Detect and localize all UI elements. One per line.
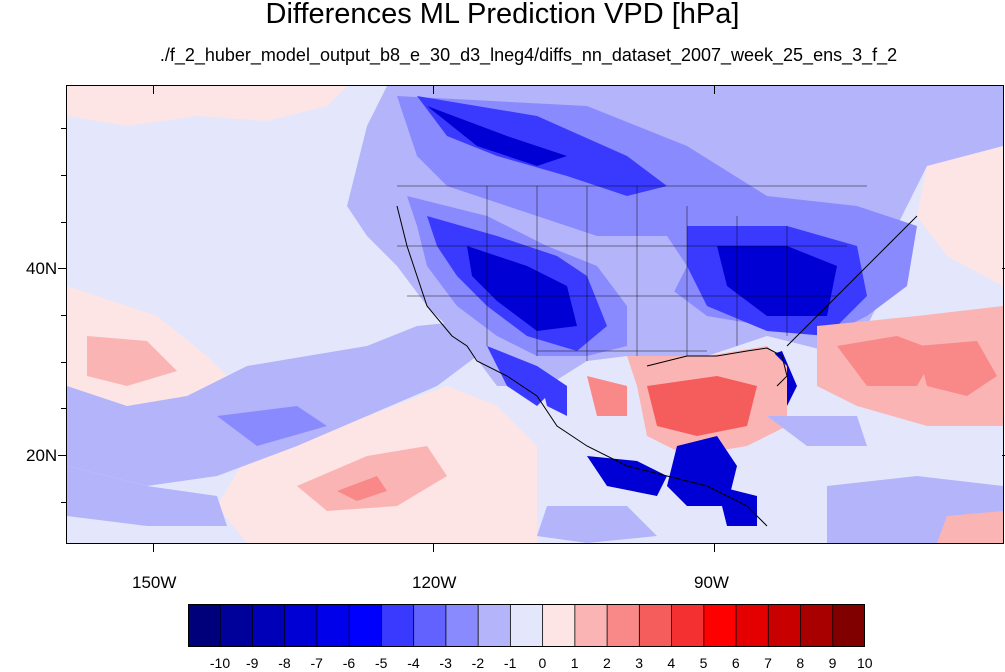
baja-blue (487, 346, 557, 406)
lat-label-40n: 40N (26, 259, 58, 278)
colorbar-swatch (767, 604, 802, 647)
colorbar-label: -3 (439, 655, 452, 671)
lon-tick-top (433, 85, 434, 94)
colorbar-label: -2 (471, 655, 485, 671)
lat-minor-tick (61, 362, 67, 363)
southwest-dark-blue (467, 246, 577, 331)
atlantic-red-1 (837, 336, 937, 386)
colorbar-label: -1 (503, 655, 517, 671)
colorbar-swatch (735, 604, 770, 647)
pacific-blue-band (67, 321, 477, 486)
colorbar-label: 4 (667, 655, 676, 671)
lat-minor-tick (61, 175, 67, 176)
colorbar-swatch (606, 604, 641, 647)
lon-tick-120w (433, 543, 434, 552)
caribbean-blue (767, 416, 867, 446)
colorbar-label: -6 (342, 655, 356, 671)
colorbar-label: 10 (856, 655, 873, 671)
lat-tick-40n-right (1002, 268, 1005, 269)
lon-label-120w: 120W (412, 573, 457, 592)
colorbar-labels: -10 -9 -8 -7 -6 -5 -4 -3 -2 -1 0 1 2 3 4 5 6 7 8 9 10 (0, 654, 1005, 672)
colorbar-swatch (509, 604, 544, 647)
canada-dark-streak (427, 106, 567, 166)
colorbar-swatch (316, 604, 351, 647)
lat-tick-20n-left (58, 455, 67, 456)
lat-label-20n: 20N (26, 446, 58, 465)
lon-tick-top (714, 85, 715, 94)
colorbar-label: 8 (796, 655, 805, 671)
political-borders (397, 185, 867, 361)
west-coastline (396, 205, 768, 527)
lat-tick-40n-left (58, 268, 67, 269)
colorbar-swatch (574, 604, 608, 647)
colorbar-swatch (832, 604, 865, 647)
lat-minor-tick (61, 128, 67, 129)
colorbar-label: -10 (209, 655, 231, 671)
mexico-dark-blue-1 (587, 456, 667, 496)
colorbar-swatch (671, 604, 705, 647)
colorbar-label: 2 (602, 655, 611, 671)
lon-tick-90w (714, 543, 715, 552)
colorbar-swatch (413, 604, 447, 647)
coastlines (396, 205, 918, 527)
colorbar-label: 0 (538, 655, 547, 671)
east-pacific-blue (537, 506, 657, 543)
colorbar-swatch (477, 604, 512, 647)
east-dark-blue (717, 246, 837, 316)
mexico-red (587, 376, 627, 416)
lat-minor-tick (61, 408, 67, 409)
lon-tick-top (153, 85, 154, 94)
lat-tick-20n-right (1002, 455, 1005, 456)
vpd-difference-map (67, 86, 1003, 543)
colorbar-swatch (800, 604, 834, 647)
pacific-blue-south (67, 466, 227, 526)
map-panel (67, 86, 1003, 543)
colorbar-swatch (703, 604, 737, 647)
colorbar-label: -4 (407, 655, 420, 671)
lon-label-90w: 90W (694, 573, 729, 592)
pacific-blue-inner (217, 406, 327, 446)
canada-blue-streak (417, 96, 667, 196)
colorbar-swatch (638, 604, 673, 647)
gulf-coastline (646, 347, 788, 387)
pacific-north-pink (67, 86, 347, 126)
lon-label-150w: 150W (132, 573, 177, 592)
colorbar-label: -9 (246, 655, 259, 671)
colorbar-swatch (219, 604, 254, 647)
lon-tick-150w (153, 543, 154, 552)
colorbar-label: -5 (374, 655, 388, 671)
south-east-pink (937, 511, 1003, 543)
colorbar-label: 6 (731, 655, 740, 671)
atlantic-coastline (786, 215, 918, 347)
pacific-sw-pink-inner (87, 336, 177, 386)
colorbar-swatch (381, 604, 415, 647)
colorbar-outline (188, 604, 865, 647)
sierra-madre-blue (537, 366, 567, 416)
lat-minor-tick (61, 315, 67, 316)
gulf-red (647, 376, 757, 436)
colorbar-swatch (445, 604, 480, 647)
lat-minor-tick (61, 222, 67, 223)
map-subtitle: ./f_2_huber_model_output_b8_e_30_d3_lneg… (159, 45, 898, 65)
map-title: Differences ML Prediction VPD [hPa] (265, 0, 740, 30)
colorbar-swatch (188, 604, 222, 647)
colorbar-label: 7 (764, 655, 772, 671)
colorbar-label: -8 (278, 655, 291, 671)
lat-minor-tick (61, 502, 67, 503)
colorbar-label: 9 (828, 655, 837, 671)
colorbar-label: 3 (635, 655, 643, 671)
atlantic-ne-pink (917, 146, 1003, 286)
pacific-south-red-spot (337, 476, 387, 501)
colorbar-swatch (348, 604, 383, 647)
colorbar (188, 604, 865, 647)
colorbar-swatch (252, 604, 286, 647)
colorbar-label: 5 (699, 655, 708, 671)
colorbar-swatch (284, 604, 318, 647)
colorbar-label: 1 (570, 655, 579, 671)
colorbar-swatch (542, 604, 576, 647)
atlantic-red-2 (917, 341, 997, 396)
colorbar-label: -7 (310, 655, 323, 671)
